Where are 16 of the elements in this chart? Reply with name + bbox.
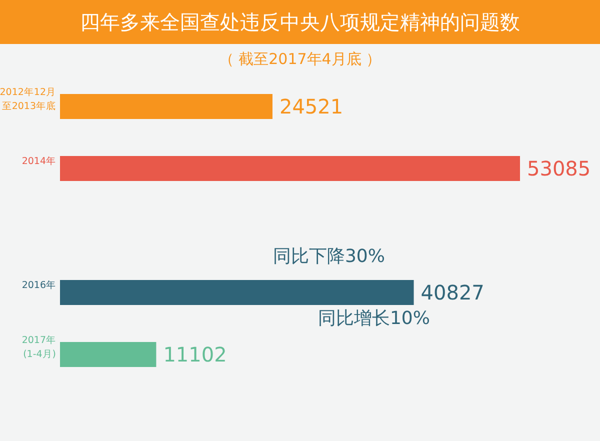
- bar: [60, 280, 414, 305]
- bar: [60, 94, 272, 119]
- data-label: 11102: [163, 342, 227, 366]
- data-label: 24521: [279, 94, 344, 118]
- bar: [60, 156, 520, 181]
- annotation: 同比下降30%: [272, 245, 385, 268]
- y-tick-label: 2014年: [22, 155, 56, 167]
- y-tick-label: 2012年12月至2013年底: [0, 86, 56, 112]
- chart-subtitle: （ 截至2017年4月底 ）: [218, 50, 382, 69]
- bar: [60, 342, 156, 367]
- data-label: 53085: [527, 156, 591, 180]
- y-tick-label: 2017年(1-4月): [22, 334, 56, 360]
- annotation: 同比增长10%: [316, 307, 430, 330]
- data-label: 40827: [420, 280, 484, 304]
- chart-title: 四年多来全国查处违反中央八项规定精神的问题数: [0, 0, 600, 44]
- y-tick-label: 2016年: [22, 279, 56, 291]
